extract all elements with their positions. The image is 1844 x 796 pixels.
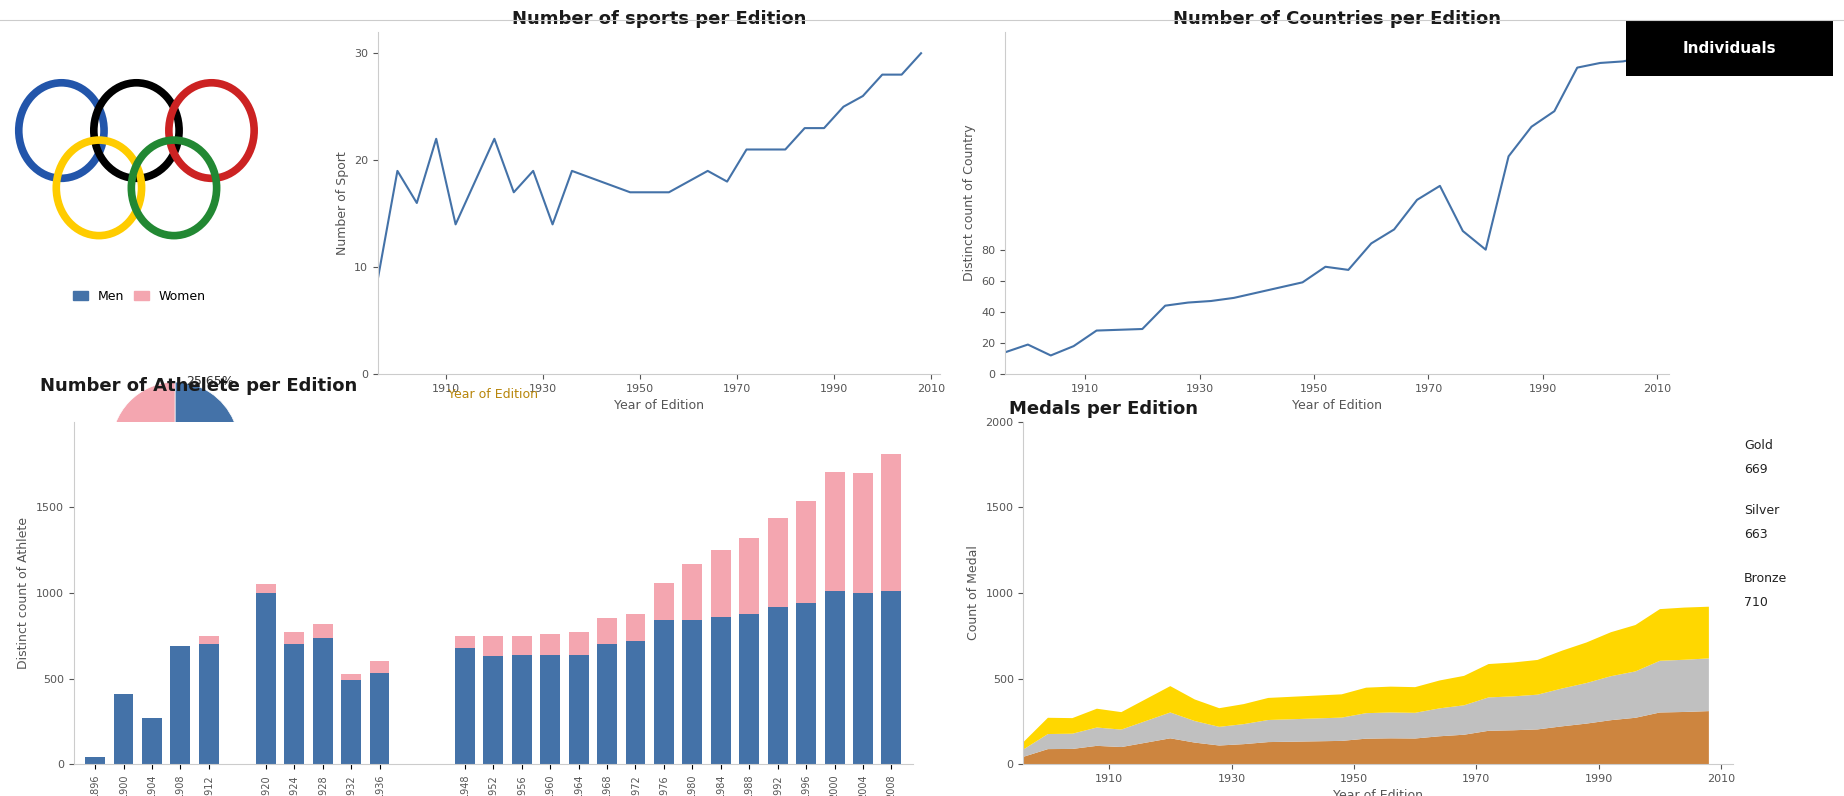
Bar: [881, 591, 902, 764]
X-axis label: Year of Edition: Year of Edition: [614, 400, 704, 412]
Text: 669: 669: [1744, 463, 1768, 476]
Bar: [341, 674, 361, 681]
Bar: [114, 694, 133, 764]
Wedge shape: [111, 382, 175, 448]
Bar: [483, 636, 503, 657]
Bar: [597, 645, 618, 764]
Bar: [682, 564, 703, 620]
Bar: [655, 583, 673, 620]
Bar: [85, 757, 105, 764]
Bar: [824, 471, 845, 591]
Text: 25.65%: 25.65%: [186, 375, 234, 388]
Bar: [797, 501, 817, 603]
Bar: [568, 632, 588, 654]
Bar: [710, 617, 730, 764]
Text: 710: 710: [1744, 596, 1768, 610]
Text: 74.35%: 74.35%: [133, 507, 181, 521]
Bar: [655, 620, 673, 764]
Bar: [369, 661, 389, 673]
Bar: [739, 538, 760, 614]
Bar: [284, 645, 304, 764]
Bar: [284, 632, 304, 645]
X-axis label: Year of Edition: Year of Edition: [1293, 400, 1381, 412]
Bar: [540, 654, 561, 764]
Bar: [797, 603, 817, 764]
Text: Bronze: Bronze: [1744, 572, 1787, 586]
Legend: Men, Women: Men, Women: [68, 285, 210, 308]
Bar: [854, 593, 872, 764]
Bar: [540, 634, 561, 654]
Bar: [824, 591, 845, 764]
Bar: [256, 583, 277, 593]
Text: Individuals: Individuals: [1684, 41, 1776, 56]
Bar: [739, 614, 760, 764]
Bar: [625, 641, 645, 764]
Bar: [199, 636, 219, 645]
Text: 663: 663: [1744, 528, 1768, 541]
Bar: [513, 636, 531, 654]
Text: Medals per Edition: Medals per Edition: [1009, 400, 1199, 418]
Title: Number of sports per Edition: Number of sports per Edition: [513, 10, 806, 28]
Bar: [455, 636, 474, 648]
Bar: [256, 593, 277, 764]
Y-axis label: Count of Medal: Count of Medal: [966, 545, 979, 641]
Bar: [881, 455, 902, 591]
Bar: [625, 615, 645, 641]
Bar: [455, 648, 474, 764]
Text: Number of Athelete per Edition: Number of Athelete per Edition: [41, 377, 358, 396]
Bar: [568, 654, 588, 764]
Bar: [710, 550, 730, 617]
Bar: [199, 645, 219, 764]
Bar: [767, 607, 787, 764]
X-axis label: Year of Edition: Year of Edition: [1333, 790, 1424, 796]
Bar: [142, 718, 162, 764]
Text: Silver: Silver: [1744, 504, 1779, 517]
Bar: [313, 624, 332, 638]
Y-axis label: Distinct count of Athlete: Distinct count of Athlete: [17, 517, 31, 669]
Bar: [682, 620, 703, 764]
Y-axis label: Distinct count of Country: Distinct count of Country: [963, 125, 975, 281]
Bar: [483, 657, 503, 764]
Bar: [513, 654, 531, 764]
Bar: [313, 638, 332, 764]
Y-axis label: Number of Sport: Number of Sport: [336, 151, 349, 255]
Bar: [341, 681, 361, 764]
Text: Gold: Gold: [1744, 439, 1772, 452]
Bar: [369, 673, 389, 764]
Title: Number of Countries per Edition: Number of Countries per Edition: [1173, 10, 1501, 28]
Text: Year of Edition: Year of Edition: [448, 388, 538, 401]
Bar: [170, 646, 190, 764]
Bar: [597, 618, 618, 645]
Bar: [854, 473, 872, 593]
Bar: [767, 517, 787, 607]
Wedge shape: [111, 382, 240, 509]
